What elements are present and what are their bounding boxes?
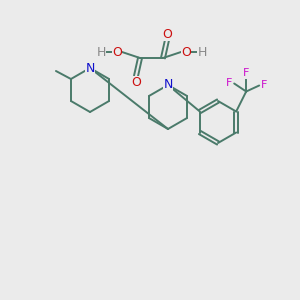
Text: H: H <box>96 46 106 59</box>
Text: O: O <box>162 28 172 40</box>
Text: F: F <box>243 68 249 79</box>
Text: N: N <box>163 79 173 92</box>
Text: O: O <box>181 46 191 59</box>
Text: F: F <box>261 80 267 91</box>
Text: F: F <box>226 79 232 88</box>
Text: H: H <box>197 46 207 59</box>
Text: O: O <box>112 46 122 59</box>
Text: N: N <box>85 61 95 74</box>
Text: O: O <box>131 76 141 88</box>
